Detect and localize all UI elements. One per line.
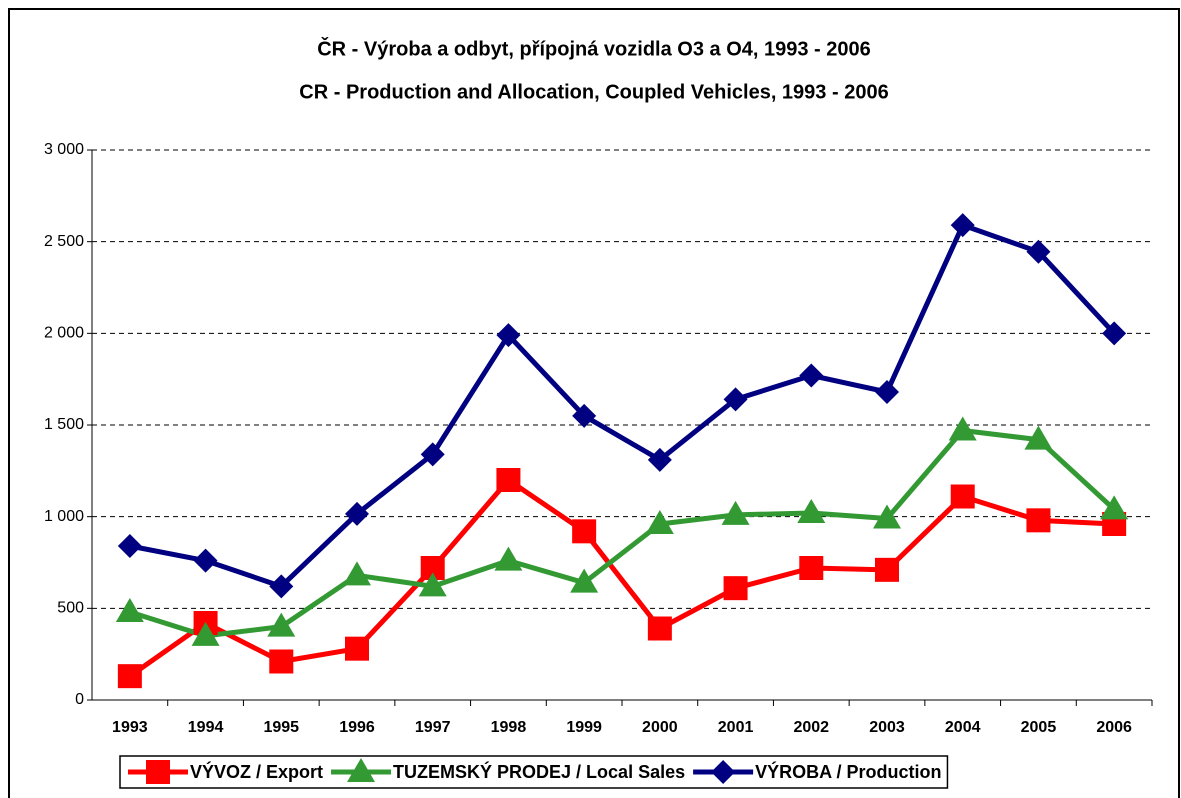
y-tick-label: 1 000 <box>44 508 84 525</box>
data-point <box>420 442 445 467</box>
data-point <box>115 598 144 622</box>
legend-marker <box>146 760 170 784</box>
data-point <box>647 447 672 472</box>
data-point <box>269 649 294 674</box>
data-point <box>948 416 977 441</box>
chart-title: ČR - Výroba a odbyt, přípojná vozidla O3… <box>317 36 871 60</box>
y-tick-label: 0 <box>75 691 84 708</box>
data-point <box>873 504 901 529</box>
x-tick-label: 2001 <box>718 719 754 736</box>
x-tick-label: 1998 <box>491 719 527 736</box>
data-point <box>345 636 369 661</box>
data-point <box>572 519 597 544</box>
x-tick-label: 1995 <box>263 719 299 736</box>
data-point <box>1024 425 1053 450</box>
data-point <box>572 403 597 428</box>
data-point <box>799 556 824 580</box>
series-line <box>129 428 1116 639</box>
data-point <box>267 612 296 637</box>
data-point <box>1102 321 1127 346</box>
data-point <box>494 546 523 571</box>
y-tick-label: 500 <box>57 600 84 617</box>
x-tick-label: 1993 <box>112 719 148 736</box>
legend-label: TUZEMSKÝ PRODEJ / Local Sales <box>393 761 685 782</box>
series-line <box>129 222 1116 589</box>
data-point <box>191 621 220 646</box>
y-tick-label: 2 000 <box>44 325 84 342</box>
x-tick-label: 2005 <box>1021 719 1057 736</box>
data-point <box>723 576 748 601</box>
legend-label: VÝROBA / Production <box>755 761 941 782</box>
chart-frame <box>8 8 1180 798</box>
y-tick-label: 1 500 <box>44 416 84 433</box>
legend-box <box>119 755 949 789</box>
legend-label: VÝVOZ / Export <box>190 761 323 782</box>
x-tick-label: 2002 <box>793 719 829 736</box>
data-point <box>496 323 521 348</box>
data-point <box>117 534 142 558</box>
legend-marker <box>347 758 376 782</box>
data-point <box>721 500 750 525</box>
data-point <box>1026 239 1051 264</box>
x-tick-label: 1999 <box>566 719 602 736</box>
data-point <box>875 557 899 582</box>
data-point <box>950 484 975 509</box>
data-point <box>797 499 826 523</box>
data-point <box>117 664 142 689</box>
x-tick-label: 2000 <box>642 719 678 736</box>
chart-subtitle: CR - Production and Allocation, Coupled … <box>299 81 888 103</box>
x-tick-label: 2006 <box>1096 719 1132 736</box>
data-point <box>343 561 371 586</box>
data-point <box>799 363 824 388</box>
data-point <box>645 510 674 534</box>
legend-marker <box>711 760 736 784</box>
data-point <box>193 548 218 573</box>
data-point <box>418 572 447 597</box>
data-point <box>570 568 599 593</box>
data-point <box>269 574 294 599</box>
x-tick-label: 2004 <box>945 719 981 736</box>
x-tick-label: 1994 <box>188 719 224 736</box>
y-tick-label: 3 000 <box>44 141 84 158</box>
data-point <box>496 468 521 492</box>
data-point <box>345 501 369 526</box>
data-point <box>950 213 975 238</box>
data-point <box>1100 495 1129 520</box>
y-tick-label: 2 500 <box>44 233 84 250</box>
data-point <box>647 616 672 641</box>
x-tick-label: 2003 <box>869 719 905 736</box>
data-point <box>1026 508 1051 533</box>
data-point <box>723 387 748 412</box>
x-tick-label: 1996 <box>339 719 375 736</box>
series-line <box>128 477 1115 679</box>
data-point <box>875 380 899 404</box>
x-tick-label: 1997 <box>415 719 451 736</box>
